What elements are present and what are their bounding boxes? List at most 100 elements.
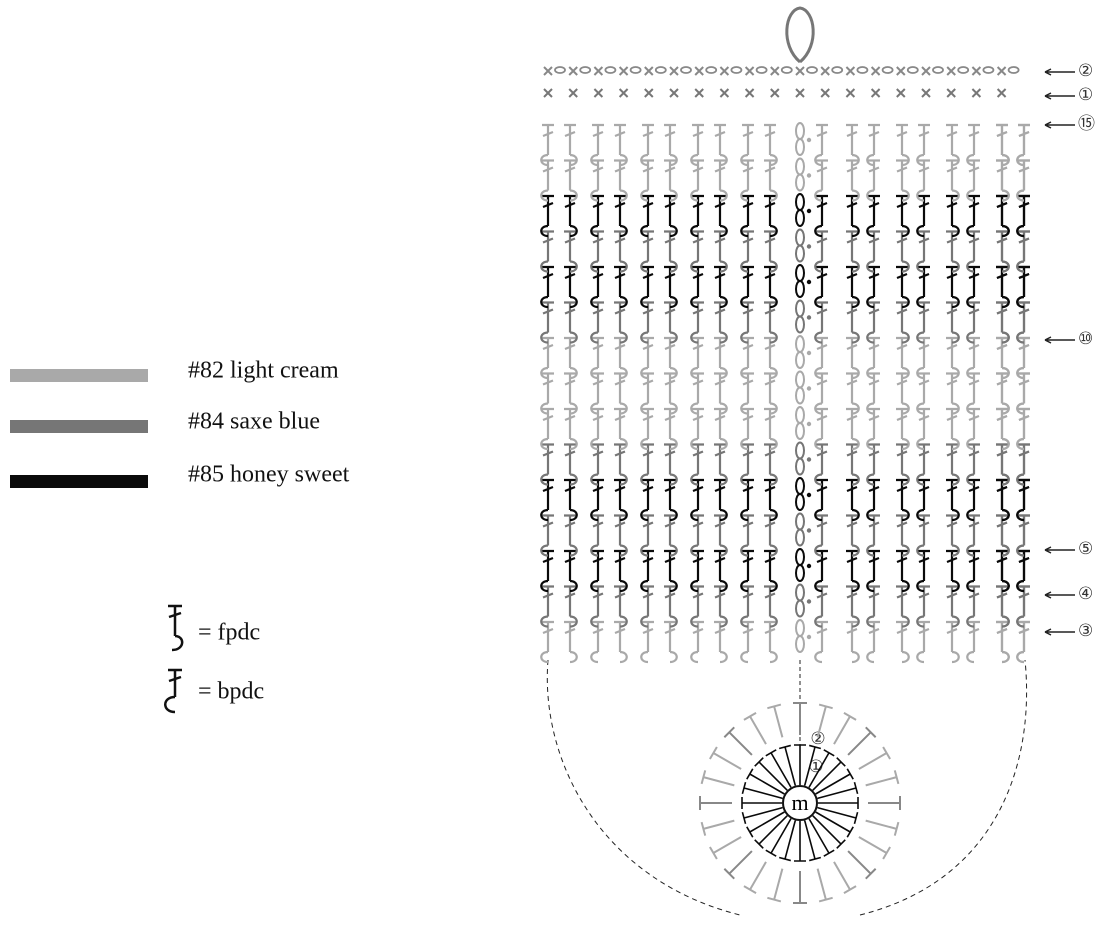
round-stitch: [723, 726, 753, 756]
stitch: [564, 336, 578, 380]
stitch: [540, 336, 554, 380]
stitch: [714, 620, 728, 664]
stitch: [896, 478, 910, 522]
stitch: [996, 230, 1010, 273]
round-stitch: [865, 819, 900, 836]
sc-stitch: [669, 88, 679, 98]
stitch: [896, 159, 910, 202]
chain: [795, 209, 805, 227]
slip-stitch: [806, 492, 812, 498]
stitch: [640, 478, 654, 522]
round-label: ②: [810, 729, 825, 748]
stitch: [614, 407, 628, 451]
stitch: [764, 336, 778, 380]
round-stitch: [699, 796, 732, 810]
stitch: [664, 585, 678, 628]
stitch: [690, 159, 704, 202]
stitch: [1016, 159, 1030, 202]
chain: [795, 315, 805, 334]
stitch: [714, 301, 728, 344]
stitch: [614, 159, 628, 202]
sc-stitch: [946, 66, 956, 76]
round-stitch: [754, 815, 788, 849]
round-stitch: [815, 768, 854, 795]
stitch: [866, 443, 880, 486]
stitch: [540, 514, 554, 557]
stitch: [564, 230, 578, 273]
row-arrow: [1044, 336, 1075, 344]
symbol-label: = bpdc: [198, 679, 264, 705]
stitch: [690, 230, 704, 273]
stitch: [896, 301, 910, 344]
stitch: [640, 194, 654, 238]
stitch: [740, 194, 754, 238]
chain: [795, 351, 805, 369]
chain: [856, 66, 869, 74]
sc-stitch: [694, 88, 704, 98]
chain: [906, 66, 919, 74]
stitch: [614, 620, 628, 664]
stitch: [996, 585, 1010, 628]
stitch: [814, 407, 828, 451]
chain: [795, 583, 805, 602]
stitch: [966, 230, 980, 273]
stitch: [814, 194, 828, 238]
stitch: [1016, 230, 1030, 273]
stitch: [814, 123, 828, 167]
stitch: [764, 123, 778, 167]
stitch: [614, 514, 628, 557]
stitch: [690, 478, 704, 522]
yarn-label: #85 honey sweet: [188, 462, 350, 488]
stitch: [664, 443, 678, 486]
stitch: [866, 372, 880, 415]
stitch: [740, 549, 754, 593]
yarn-label: #84 saxe blue: [188, 409, 320, 435]
stitch: [846, 585, 860, 628]
stitch: [714, 372, 728, 415]
hanging-loop: [785, 6, 815, 64]
stitch: [866, 159, 880, 202]
stitch: [764, 301, 778, 344]
stitch: [690, 194, 704, 238]
row-marker: ③: [1078, 621, 1093, 640]
chain: [795, 599, 805, 618]
stitch: [846, 336, 860, 380]
yarn-label: #82 light cream: [188, 358, 339, 384]
stitch: [614, 585, 628, 628]
stitch: [564, 372, 578, 415]
stitch: [714, 549, 728, 593]
stitch: [946, 620, 960, 664]
stitch: [564, 478, 578, 522]
chain: [795, 173, 805, 192]
sc-stitch: [996, 66, 1007, 76]
stitch: [540, 123, 554, 167]
stitch: [614, 443, 628, 486]
chain: [795, 422, 805, 440]
sc-stitch: [921, 88, 931, 98]
stitch: [690, 301, 704, 344]
stitch: [640, 123, 654, 167]
stitch: [866, 620, 880, 664]
stitch: [690, 620, 704, 664]
stitch: [1016, 407, 1030, 451]
chain: [604, 66, 617, 74]
sc-stitch: [618, 88, 629, 98]
chain: [795, 193, 805, 211]
stitch: [966, 194, 980, 238]
stitch: [664, 265, 678, 309]
row-arrow: [1044, 121, 1075, 129]
row-marker: ④: [1078, 584, 1093, 603]
magic-ring: [782, 785, 818, 821]
stitch: [640, 336, 654, 380]
stitch: [814, 443, 828, 486]
stitch: [916, 230, 930, 273]
stitch: [946, 194, 960, 238]
stitch: [740, 336, 754, 380]
fold-line: [546, 659, 1028, 916]
row-marker: ⑩: [1078, 329, 1093, 348]
stitch: [690, 514, 704, 557]
round-stitch: [803, 820, 822, 862]
stitch: [740, 159, 754, 202]
slip-stitch: [806, 386, 812, 391]
